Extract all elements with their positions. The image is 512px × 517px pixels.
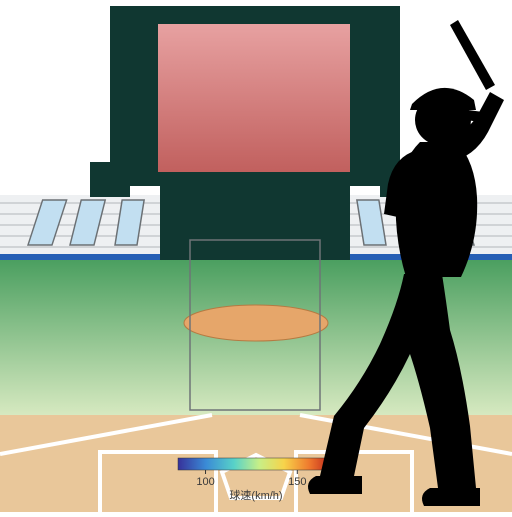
svg-text:100: 100: [196, 476, 214, 488]
scoreboard-screen: [158, 24, 350, 172]
scoreboard-pillar: [160, 186, 350, 261]
svg-text:150: 150: [288, 476, 306, 488]
legend-gradient-bar: [178, 458, 334, 470]
pitchers-mound: [184, 305, 328, 341]
pitch-chart-scene: 100 150 球速(km/h): [0, 0, 512, 512]
legend-axis-label: 球速(km/h): [229, 488, 282, 502]
